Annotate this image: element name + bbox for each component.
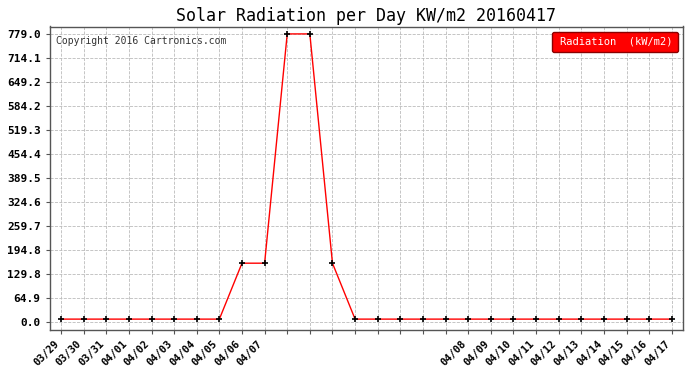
Text: Copyright 2016 Cartronics.com: Copyright 2016 Cartronics.com [56,36,226,46]
Title: Solar Radiation per Day KW/m2 20160417: Solar Radiation per Day KW/m2 20160417 [177,7,556,25]
Legend: Radiation  (kW/m2): Radiation (kW/m2) [552,32,678,52]
